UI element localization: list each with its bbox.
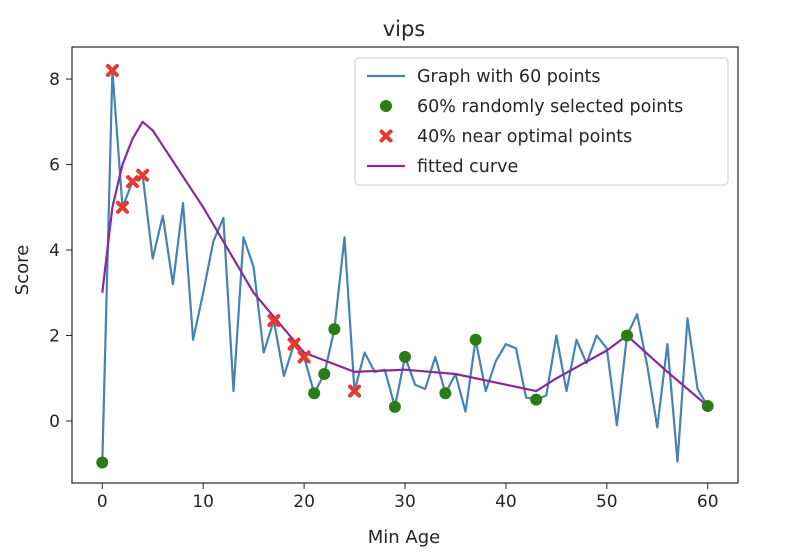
legend-box [354, 57, 729, 186]
plot-frame [71, 46, 739, 484]
optimal-point [348, 384, 362, 398]
random-point [96, 456, 109, 469]
random-point [399, 350, 411, 363]
y-tick-label: 8 [49, 70, 60, 90]
random-point [328, 323, 341, 336]
optimal-point [297, 350, 311, 364]
plot-area [96, 64, 714, 469]
legend-label: 40% near optimal points [417, 127, 632, 147]
random-point [318, 368, 331, 380]
optimal-point [115, 200, 129, 214]
optimal-point [105, 64, 119, 78]
fitted-curve-line [101, 120, 709, 407]
axis-ticks: 0 10 20 30 40 50 60 0 2 4 6 8 [49, 70, 718, 512]
x-tick-label: 20 [293, 492, 315, 512]
x-tick-label: 30 [394, 492, 416, 512]
y-tick-label: 6 [49, 156, 60, 176]
random-point [388, 400, 401, 413]
random-point [701, 400, 714, 413]
optimal-point [136, 168, 150, 182]
legend-label: 60% randomly selected points [417, 97, 683, 117]
optimal-point [287, 337, 301, 351]
chart-title: vips [383, 17, 426, 41]
random-point [469, 333, 482, 346]
optimal-point [126, 175, 140, 189]
random-point [530, 393, 543, 406]
x-axis-label: Min Age [368, 527, 440, 548]
x-tick-label: 0 [97, 492, 108, 512]
y-tick-label: 4 [49, 241, 60, 261]
x-tick-label: 40 [495, 492, 517, 512]
random-point [621, 329, 633, 342]
x-tick-label: 60 [697, 492, 719, 512]
legend-label: Graph with 60 points [417, 67, 601, 87]
legend-label: fitted curve [417, 157, 518, 177]
random-point [439, 387, 452, 400]
random-point [308, 387, 321, 400]
optimal-point [267, 314, 281, 328]
legend-x-swatch [379, 129, 393, 143]
y-tick-label: 0 [49, 412, 60, 432]
y-axis-label: Score [12, 245, 33, 295]
y-tick-label: 2 [49, 327, 60, 347]
legend-dot-swatch [380, 100, 392, 112]
legend: Graph with 60 points 60% randomly selecte… [354, 57, 729, 186]
x-tick-label: 10 [192, 492, 214, 512]
x-tick-label: 50 [596, 492, 618, 512]
